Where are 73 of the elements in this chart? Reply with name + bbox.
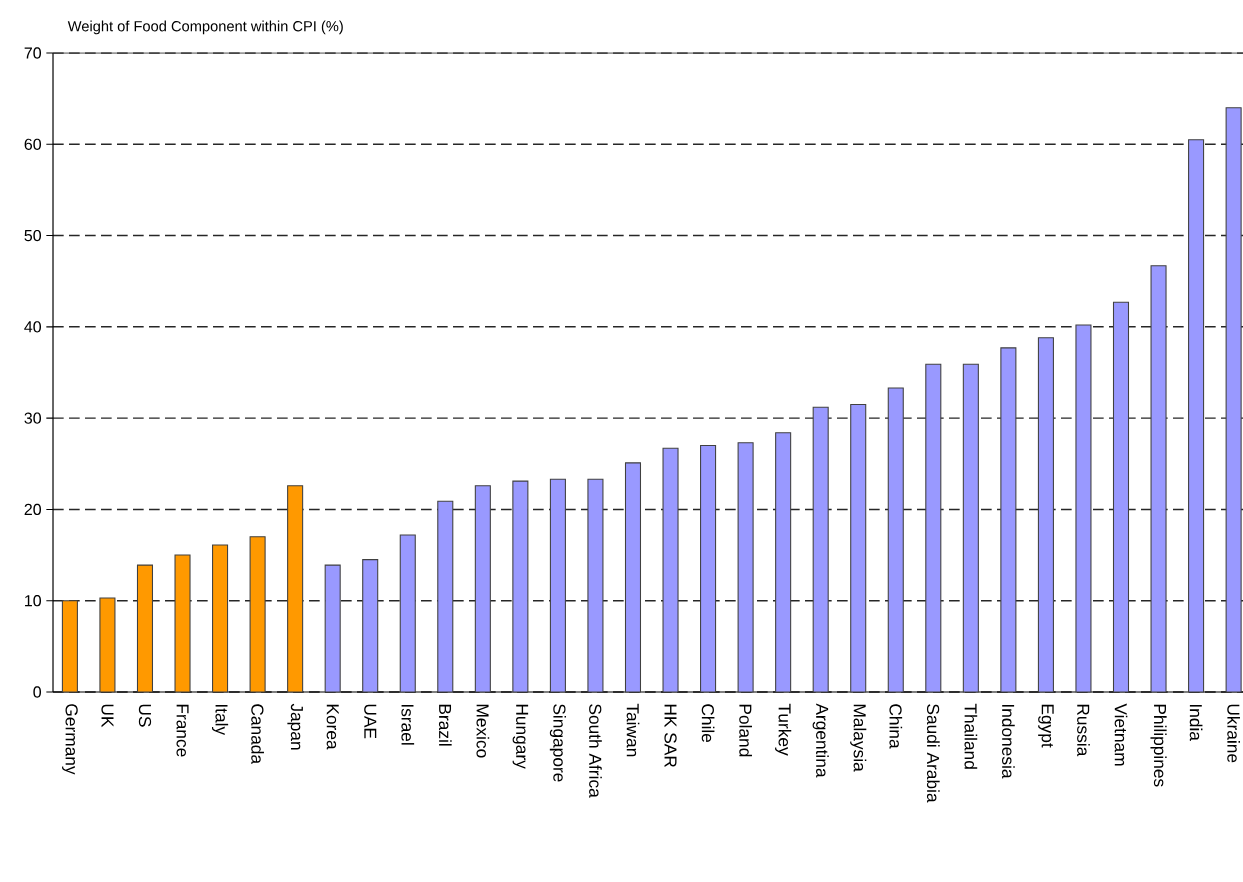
bar [99, 597, 116, 693]
y-axis-title: Weight of Food Component within CPI (%) [67, 20, 343, 35]
bar [1188, 139, 1205, 693]
x-tick-label: HK SAR [664, 704, 677, 768]
bar [249, 536, 266, 693]
x-tick-label: Israel [401, 704, 415, 745]
x-tick-label: Malaysia [850, 704, 867, 772]
bar [587, 478, 604, 693]
bar [887, 387, 904, 693]
x-tick-label: Italy [211, 704, 229, 736]
x-tick-label: Canada [251, 704, 264, 765]
bar [324, 564, 341, 693]
x-tick-label: Taiwan [626, 703, 640, 757]
x-tick-label: Mexico [476, 704, 490, 758]
x-tick-label: UAE [364, 704, 377, 739]
x-tick-label: US [138, 704, 152, 727]
x-tick-label: Ukraine [1227, 704, 1240, 763]
x-tick-label: Saudi Arabia [926, 704, 940, 803]
x-tick-label: Germany [62, 704, 78, 775]
bar [474, 485, 491, 693]
x-tick-label: China [889, 704, 903, 749]
bar [549, 478, 566, 693]
bar [212, 544, 229, 693]
bar [437, 500, 454, 693]
x-tick-label: Russia [1077, 704, 1090, 757]
bar [287, 485, 304, 693]
bar [925, 363, 942, 693]
bar [962, 363, 979, 693]
bar [1037, 337, 1054, 693]
x-tick-label: Korea [326, 704, 339, 750]
bar [61, 600, 78, 693]
bar [775, 432, 792, 693]
bar [399, 534, 416, 693]
y-tick-label: 30 [24, 412, 42, 424]
y-tick-label: 0 [33, 686, 42, 698]
x-tick-label: India [1189, 704, 1203, 741]
bar [662, 447, 679, 693]
x-tick-label: Singapore [549, 704, 566, 782]
x-tick-label: Brazil [438, 704, 452, 746]
bar [174, 554, 191, 693]
x-tick-label: Chile [701, 704, 715, 743]
bar [850, 403, 867, 693]
bar [1225, 107, 1242, 693]
bar [624, 462, 642, 693]
x-tick-label: Hungary [512, 704, 529, 769]
x-tick-label: France [176, 704, 189, 757]
bar [700, 444, 717, 693]
x-tick-label: Turkey [775, 703, 792, 756]
x-tick-label: South Africa [589, 704, 602, 798]
bar [136, 564, 154, 693]
x-tick-label: Argentina [812, 703, 829, 778]
y-tick-label: 20 [24, 503, 42, 516]
y-tick-label: 70 [24, 47, 42, 59]
y-tick-label: 10 [25, 595, 42, 607]
y-tick-label: 40 [24, 321, 42, 333]
bar [812, 406, 829, 693]
bar [362, 559, 379, 693]
bar [1150, 265, 1167, 693]
y-tick-label: 50 [24, 229, 42, 242]
x-tick-label: Japan [287, 703, 303, 750]
x-tick-label: Thailand [964, 703, 978, 769]
x-tick-label: Philippines [1150, 704, 1167, 787]
x-tick-label: Indonesia [1002, 704, 1015, 779]
bar [1112, 301, 1130, 693]
bar [1000, 347, 1017, 693]
y-tick-label: 60 [24, 138, 42, 150]
x-tick-label: Vietnam [1114, 703, 1128, 766]
bar [512, 480, 529, 693]
bar [1075, 324, 1092, 693]
x-tick-label: Egypt [1038, 704, 1054, 748]
x-tick-label: Poland [739, 704, 752, 757]
bar [737, 442, 754, 693]
x-tick-label: UK [101, 704, 114, 728]
